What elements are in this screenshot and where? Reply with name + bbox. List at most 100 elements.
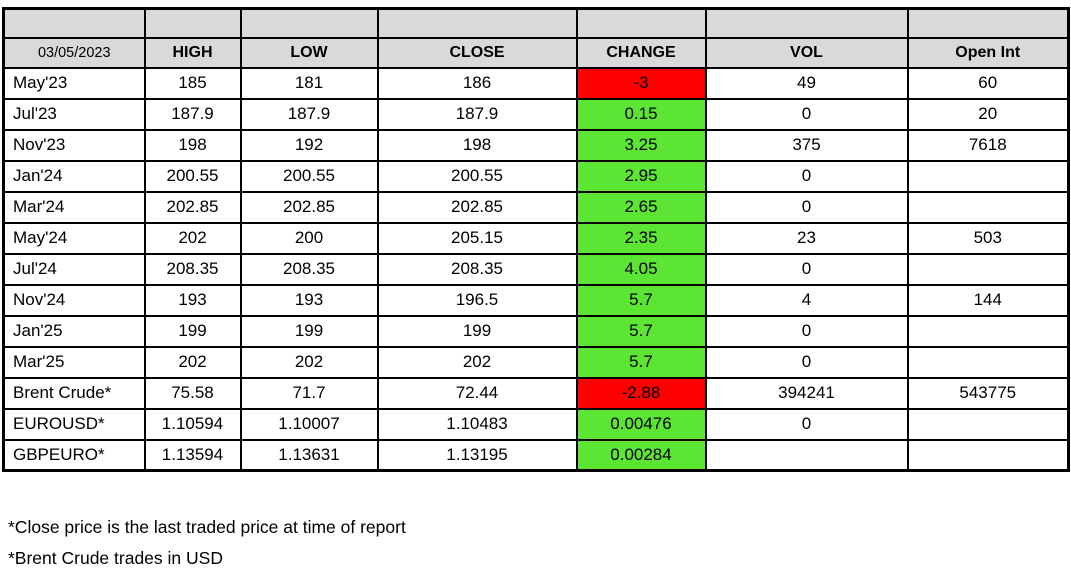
contract-cell: Jul'24	[2, 252, 146, 286]
contract-cell: Mar'24	[2, 190, 146, 224]
vol-cell: 0	[704, 314, 909, 348]
vol-cell: 0	[704, 190, 909, 224]
footnote-close-price: *Close price is the last traded price at…	[8, 517, 406, 537]
change-cell: 2.65	[575, 190, 707, 224]
high-cell: 200.55	[143, 159, 242, 193]
vol-cell: 0	[704, 407, 909, 441]
contract-cell: Jan'25	[2, 314, 146, 348]
close-cell: 72.44	[376, 376, 578, 410]
close-cell: 202	[376, 345, 578, 379]
low-cell: 187.9	[239, 97, 379, 131]
change-cell: 4.05	[575, 252, 707, 286]
low-cell: 192	[239, 128, 379, 162]
table-row: May'23 185 181 186 -3 49 60	[2, 66, 1070, 100]
change-cell: 0.15	[575, 97, 707, 131]
change-cell: 5.7	[575, 345, 707, 379]
low-cell: 1.13631	[239, 438, 379, 472]
open-int-cell	[906, 438, 1070, 472]
close-cell: 208.35	[376, 252, 578, 286]
open-int-cell	[906, 314, 1070, 348]
spacer-cell	[376, 7, 578, 39]
open-int-cell: 60	[906, 66, 1070, 100]
column-header-change: CHANGE	[575, 36, 707, 69]
spacer-cell	[143, 7, 242, 39]
high-cell: 1.13594	[143, 438, 242, 472]
vol-cell: 23	[704, 221, 909, 255]
table-spacer-row	[2, 7, 1070, 39]
change-cell: 2.95	[575, 159, 707, 193]
table-row: Jul'24 208.35 208.35 208.35 4.05 0	[2, 252, 1070, 286]
close-cell: 198	[376, 128, 578, 162]
contract-cell: Mar'25	[2, 345, 146, 379]
contract-cell: May'23	[2, 66, 146, 100]
table-row: Mar'24 202.85 202.85 202.85 2.65 0	[2, 190, 1070, 224]
table-row: Brent Crude* 75.58 71.7 72.44 -2.88 394241 543…	[2, 376, 1070, 410]
column-header-open-int: Open Int	[906, 36, 1070, 69]
change-cell: 5.7	[575, 283, 707, 317]
column-header-high: HIGH	[143, 36, 242, 69]
contract-cell: Nov'23	[2, 128, 146, 162]
open-int-cell: 503	[906, 221, 1070, 255]
report-date: 03/05/2023	[2, 36, 146, 69]
low-cell: 200	[239, 221, 379, 255]
spacer-cell	[575, 7, 707, 39]
low-cell: 200.55	[239, 159, 379, 193]
table-row: Mar'25 202 202 202 5.7 0	[2, 345, 1070, 379]
contract-cell: May'24	[2, 221, 146, 255]
close-cell: 1.13195	[376, 438, 578, 472]
change-cell: -3	[575, 66, 707, 100]
vol-cell: 375	[704, 128, 909, 162]
high-cell: 1.10594	[143, 407, 242, 441]
close-cell: 196.5	[376, 283, 578, 317]
column-header-close: CLOSE	[376, 36, 578, 69]
high-cell: 198	[143, 128, 242, 162]
high-cell: 75.58	[143, 376, 242, 410]
contract-cell: EUROUSD*	[2, 407, 146, 441]
close-cell: 1.10483	[376, 407, 578, 441]
change-cell: 5.7	[575, 314, 707, 348]
open-int-cell	[906, 407, 1070, 441]
open-int-cell: 20	[906, 97, 1070, 131]
table-row: Nov'23 198 192 198 3.25 375 7618	[2, 128, 1070, 162]
table-header-row: 03/05/2023 HIGH LOW CLOSE CHANGE VOL Ope…	[2, 36, 1070, 69]
vol-cell: 0	[704, 159, 909, 193]
contract-cell: Brent Crude*	[2, 376, 146, 410]
contract-cell: GBPEURO*	[2, 438, 146, 472]
vol-cell: 4	[704, 283, 909, 317]
close-cell: 186	[376, 66, 578, 100]
table-row: GBPEURO* 1.13594 1.13631 1.13195 0.00284	[2, 438, 1070, 472]
high-cell: 193	[143, 283, 242, 317]
open-int-cell	[906, 159, 1070, 193]
table-row: May'24 202 200 205.15 2.35 23 503	[2, 221, 1070, 255]
open-int-cell	[906, 345, 1070, 379]
low-cell: 193	[239, 283, 379, 317]
vol-cell: 0	[704, 345, 909, 379]
change-cell: 2.35	[575, 221, 707, 255]
high-cell: 187.9	[143, 97, 242, 131]
high-cell: 185	[143, 66, 242, 100]
change-cell: -2.88	[575, 376, 707, 410]
high-cell: 202	[143, 221, 242, 255]
vol-cell	[704, 438, 909, 472]
high-cell: 199	[143, 314, 242, 348]
open-int-cell	[906, 190, 1070, 224]
high-cell: 202.85	[143, 190, 242, 224]
column-header-vol: VOL	[704, 36, 909, 69]
footnote-brent-crude: *Brent Crude trades in USD	[8, 548, 223, 568]
table-row: Jan'24 200.55 200.55 200.55 2.95 0	[2, 159, 1070, 193]
high-cell: 202	[143, 345, 242, 379]
contract-cell: Jul'23	[2, 97, 146, 131]
vol-cell: 0	[704, 252, 909, 286]
spacer-cell	[239, 7, 379, 39]
spacer-cell	[2, 7, 146, 39]
spacer-cell	[704, 7, 909, 39]
close-cell: 202.85	[376, 190, 578, 224]
contract-cell: Jan'24	[2, 159, 146, 193]
low-cell: 208.35	[239, 252, 379, 286]
change-cell: 3.25	[575, 128, 707, 162]
table-row: EUROUSD* 1.10594 1.10007 1.10483 0.00476 0	[2, 407, 1070, 441]
low-cell: 71.7	[239, 376, 379, 410]
low-cell: 202.85	[239, 190, 379, 224]
close-cell: 199	[376, 314, 578, 348]
